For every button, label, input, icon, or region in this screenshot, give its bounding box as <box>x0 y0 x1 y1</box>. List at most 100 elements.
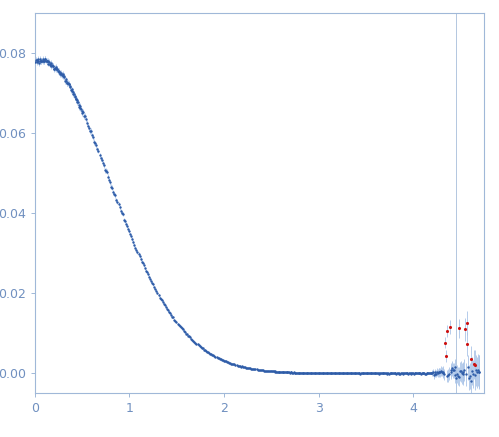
Point <box>198 344 206 351</box>
Point <box>433 368 441 375</box>
Point <box>400 370 408 377</box>
Point <box>283 369 291 376</box>
Point <box>252 366 260 373</box>
Point <box>122 221 130 228</box>
Point <box>194 341 202 348</box>
Point <box>318 370 326 377</box>
Point <box>398 370 406 377</box>
Point <box>472 362 480 369</box>
Point <box>349 370 357 377</box>
Point <box>353 370 361 377</box>
Point <box>302 369 310 376</box>
Point <box>437 368 445 375</box>
Point <box>302 369 310 376</box>
Point <box>56 70 64 77</box>
Point <box>468 356 476 363</box>
Point <box>369 370 377 377</box>
Point <box>383 370 391 377</box>
Point <box>330 370 338 377</box>
Point <box>386 370 394 377</box>
Point <box>345 370 353 377</box>
Point <box>336 370 344 377</box>
Point <box>313 370 321 377</box>
Point <box>231 361 239 368</box>
Point <box>431 368 439 375</box>
Point <box>279 369 287 376</box>
Point <box>37 58 45 65</box>
Point <box>175 321 183 328</box>
Point <box>332 370 340 377</box>
Point <box>53 66 61 73</box>
Point <box>275 368 283 375</box>
Point <box>286 369 294 376</box>
Point <box>288 369 296 376</box>
Point <box>395 370 403 377</box>
Point <box>471 372 479 379</box>
Point <box>113 198 121 205</box>
Point <box>153 288 161 295</box>
Point <box>255 367 263 374</box>
Point <box>432 370 440 377</box>
Point <box>413 370 421 377</box>
Point <box>385 370 393 377</box>
Point <box>230 361 238 368</box>
Point <box>296 369 304 376</box>
Point <box>410 370 418 377</box>
Point <box>132 246 140 253</box>
Point <box>179 326 187 333</box>
Point <box>76 105 84 112</box>
Point <box>203 348 211 355</box>
Point <box>341 370 349 377</box>
Point <box>268 368 276 375</box>
Point <box>473 369 481 376</box>
Point <box>362 370 370 377</box>
Point <box>145 273 153 280</box>
Point <box>395 370 403 377</box>
Point <box>322 370 330 377</box>
Point <box>337 370 345 377</box>
Point <box>177 324 185 331</box>
Point <box>248 365 255 372</box>
Point <box>264 368 272 375</box>
Point <box>274 368 282 375</box>
Point <box>365 370 373 377</box>
Point <box>50 66 58 73</box>
Point <box>215 354 223 361</box>
Point <box>285 369 293 376</box>
Point <box>67 87 75 94</box>
Point <box>168 313 176 320</box>
Point <box>38 55 46 62</box>
Point <box>323 370 331 377</box>
Point <box>399 370 407 377</box>
Point <box>405 369 413 376</box>
Point <box>467 378 475 385</box>
Point <box>126 231 134 238</box>
Point <box>75 102 83 109</box>
Point <box>181 329 189 336</box>
Point <box>381 370 389 377</box>
Point <box>128 236 136 243</box>
Point <box>66 83 74 90</box>
Point <box>172 317 180 324</box>
Point <box>387 370 395 377</box>
Point <box>355 370 363 377</box>
Point <box>407 370 415 377</box>
Point <box>323 370 331 377</box>
Point <box>89 134 97 141</box>
Point <box>40 58 48 65</box>
Point <box>84 123 92 130</box>
Point <box>303 369 311 376</box>
Point <box>165 309 173 316</box>
Point <box>80 112 88 119</box>
Point <box>67 86 75 93</box>
Point <box>428 370 436 377</box>
Point <box>150 284 158 291</box>
Point <box>107 183 115 190</box>
Point <box>57 69 65 76</box>
Point <box>451 364 459 371</box>
Point <box>204 349 212 356</box>
Point <box>298 369 306 376</box>
Point <box>361 370 369 377</box>
Point <box>464 364 472 371</box>
Point <box>37 58 45 65</box>
